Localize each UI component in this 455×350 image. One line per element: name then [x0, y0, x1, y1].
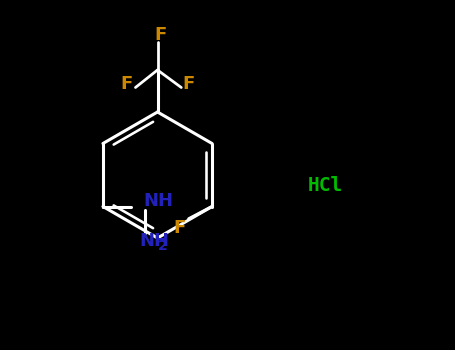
- Text: F: F: [121, 75, 133, 93]
- Text: F: F: [182, 75, 194, 93]
- Text: NH: NH: [143, 192, 173, 210]
- Text: F: F: [174, 218, 186, 237]
- Text: HCl: HCl: [308, 176, 343, 195]
- Text: F: F: [155, 26, 167, 44]
- Text: NH: NH: [140, 232, 170, 251]
- Text: 2: 2: [158, 239, 167, 253]
